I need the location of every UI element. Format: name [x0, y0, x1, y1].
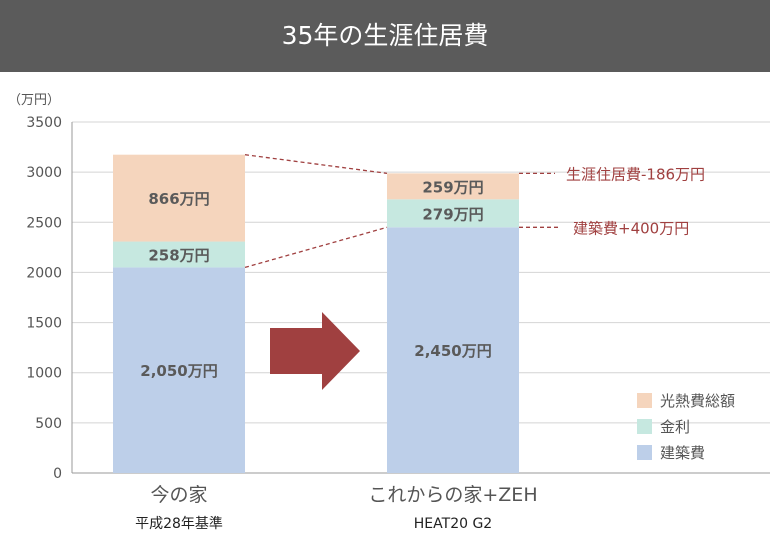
annotation-connector [244, 226, 388, 269]
legend-label: 光熱費総額 [660, 392, 735, 410]
bar-segment-0 [113, 267, 245, 473]
x-category-sublabel: HEAT20 G2 [414, 516, 492, 532]
x-category-sublabel: 平成28年基準 [135, 515, 223, 532]
bar-segment-2 [113, 154, 245, 242]
legend-swatch [637, 393, 652, 408]
y-axis-label: （万円） [8, 93, 60, 108]
right-arrow-icon [270, 312, 360, 390]
legend-label: 建築費 [660, 444, 705, 462]
annotation-label: 生涯住居費-186万円 [566, 165, 705, 183]
y-axis: 0 500 1000 1500 2000 2500 3000 3500 （万円） [8, 93, 770, 482]
bar-segment-2 [387, 173, 519, 200]
annotation-label: 建築費+400万円 [573, 219, 689, 237]
data-label: 279万円 [422, 205, 483, 223]
bar-segment-1 [113, 241, 245, 268]
arrow [270, 312, 360, 390]
legend-swatch [637, 419, 652, 434]
bars: 2,050万円 258万円 866万円 2,450万円 279万円 259万円 [113, 154, 519, 473]
legend-swatch [637, 445, 652, 460]
y-tick-label: 3500 [26, 115, 62, 131]
y-tick-label: 500 [35, 416, 62, 432]
y-tick-label: 2500 [26, 215, 62, 231]
y-tick-label: 3000 [26, 165, 62, 181]
y-tick-label: 2000 [26, 265, 62, 281]
bar-segment-1 [387, 199, 519, 228]
x-category-label: 今の家 [150, 484, 207, 506]
annotation-connector [244, 154, 388, 174]
data-label: 259万円 [422, 178, 483, 196]
legend-label: 金利 [660, 418, 690, 436]
data-label: 866万円 [148, 190, 209, 208]
data-label: 2,450万円 [414, 342, 491, 360]
chart-title: 35年の生涯住居費 [281, 21, 489, 50]
x-category-label: これからの家+ZEH [368, 484, 537, 506]
y-tick-label: 1000 [26, 366, 62, 382]
data-label: 2,050万円 [140, 362, 217, 380]
y-tick-label: 0 [53, 466, 62, 482]
title-banner: 35年の生涯住居費 [0, 0, 770, 72]
data-label: 258万円 [148, 246, 209, 264]
bar-segment-0 [387, 227, 519, 473]
y-tick-label: 1500 [26, 316, 62, 332]
